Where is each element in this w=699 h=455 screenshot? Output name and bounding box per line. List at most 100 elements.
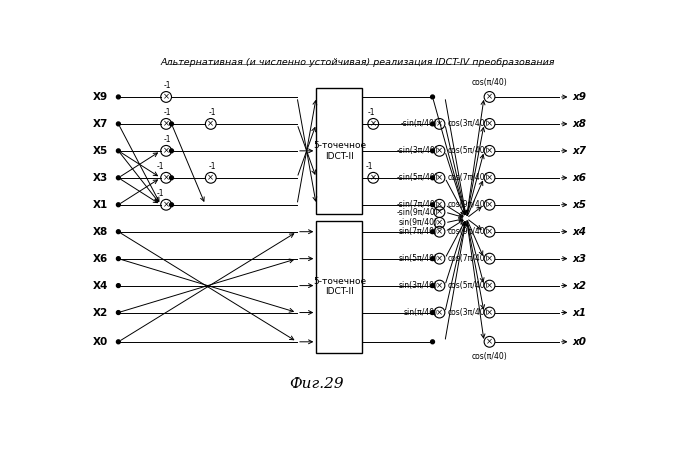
Text: -1: -1 [156, 162, 164, 171]
Text: ×: × [370, 173, 377, 182]
Text: ×: × [436, 147, 443, 155]
Text: x2: x2 [572, 281, 586, 291]
Circle shape [117, 311, 120, 314]
Text: X1: X1 [93, 200, 108, 210]
Text: sin(5π/40): sin(5π/40) [399, 254, 438, 263]
Text: X9: X9 [93, 92, 108, 102]
Circle shape [431, 230, 435, 233]
Circle shape [431, 283, 435, 288]
Circle shape [117, 122, 120, 126]
Text: cos(9π/40): cos(9π/40) [447, 200, 488, 209]
Text: x9: x9 [572, 92, 586, 102]
Text: ×: × [486, 200, 493, 209]
Text: X7: X7 [93, 119, 108, 129]
Text: X2: X2 [93, 308, 108, 318]
Text: cos(π/40): cos(π/40) [472, 352, 507, 361]
Text: -1: -1 [208, 162, 216, 171]
Text: ×: × [486, 92, 493, 101]
Text: ×: × [163, 200, 170, 209]
Text: ×: × [486, 119, 493, 128]
Text: -sin(π/40): -sin(π/40) [401, 119, 438, 128]
Text: cos(5π/40): cos(5π/40) [447, 281, 488, 290]
Circle shape [117, 283, 120, 288]
Text: cos(9π/40): cos(9π/40) [447, 227, 488, 236]
Text: ×: × [208, 119, 215, 128]
Text: x4: x4 [572, 227, 586, 237]
Text: ×: × [486, 173, 493, 182]
Circle shape [117, 257, 120, 261]
Text: ×: × [486, 281, 493, 290]
Text: ×: × [163, 173, 170, 182]
Circle shape [117, 340, 120, 344]
Circle shape [431, 176, 435, 180]
Circle shape [117, 149, 120, 153]
Circle shape [170, 149, 173, 153]
Circle shape [170, 203, 173, 207]
Text: ×: × [436, 254, 443, 263]
Text: -sin(9π/40): -sin(9π/40) [396, 207, 438, 217]
Text: ×: × [436, 227, 443, 236]
Text: ×: × [436, 119, 443, 128]
Text: cos(3π/40): cos(3π/40) [447, 119, 488, 128]
Text: x0: x0 [572, 337, 586, 347]
Text: ×: × [370, 119, 377, 128]
Text: sin(7π/40): sin(7π/40) [399, 227, 438, 236]
Circle shape [431, 311, 435, 314]
Text: X0: X0 [93, 337, 108, 347]
Text: ×: × [436, 308, 443, 317]
Text: ×: × [486, 254, 493, 263]
Text: -sin(7π/40): -sin(7π/40) [396, 200, 438, 209]
Bar [316, 221, 363, 353]
Text: Фиг.29: Фиг.29 [289, 377, 344, 391]
Circle shape [431, 149, 435, 153]
Text: cos(π/40): cos(π/40) [472, 78, 507, 87]
Circle shape [170, 122, 173, 126]
Circle shape [117, 203, 120, 207]
Text: X4: X4 [93, 281, 108, 291]
Text: -1: -1 [164, 108, 171, 117]
Text: X3: X3 [93, 173, 108, 183]
Text: x8: x8 [572, 119, 586, 129]
Text: Альтернативная (и численно устойчивая) реализация IDCT-IV преобразования: Альтернативная (и численно устойчивая) р… [161, 58, 555, 67]
Text: ×: × [486, 147, 493, 155]
Circle shape [431, 257, 435, 261]
Circle shape [170, 176, 173, 180]
Text: ×: × [486, 227, 493, 236]
Circle shape [431, 340, 435, 344]
Text: ×: × [436, 281, 443, 290]
Circle shape [431, 122, 435, 126]
Text: x5: x5 [572, 200, 586, 210]
Text: X6: X6 [93, 253, 108, 263]
Text: ×: × [486, 308, 493, 317]
Text: ×: × [436, 173, 443, 182]
Text: x7: x7 [572, 146, 586, 156]
Text: ×: × [436, 200, 443, 209]
Text: sin(π/40): sin(π/40) [404, 308, 438, 317]
Text: ×: × [163, 119, 170, 128]
Circle shape [431, 203, 435, 207]
Text: X5: X5 [93, 146, 108, 156]
Text: 5-точечное
IDCT-II: 5-точечное IDCT-II [313, 277, 366, 297]
Text: ×: × [436, 207, 443, 217]
Text: 5-точечное
IDCT-II: 5-точечное IDCT-II [313, 141, 366, 161]
Bar [316, 88, 363, 214]
Text: -1: -1 [164, 81, 171, 90]
Circle shape [117, 95, 120, 99]
Text: -1: -1 [368, 108, 375, 117]
Text: cos(3π/40): cos(3π/40) [447, 308, 488, 317]
Text: ×: × [208, 173, 215, 182]
Text: cos(7π/40): cos(7π/40) [447, 254, 488, 263]
Text: x3: x3 [572, 253, 586, 263]
Text: -1: -1 [208, 108, 216, 117]
Circle shape [117, 176, 120, 180]
Circle shape [431, 95, 435, 99]
Circle shape [117, 230, 120, 233]
Text: ×: × [486, 337, 493, 346]
Text: ×: × [436, 218, 443, 228]
Text: X8: X8 [93, 227, 108, 237]
Text: sin(9π/40): sin(9π/40) [399, 218, 438, 228]
Text: -sin(3π/40): -sin(3π/40) [396, 147, 438, 155]
Text: -sin(5π/40): -sin(5π/40) [396, 173, 438, 182]
Text: ×: × [163, 92, 170, 101]
Text: cos(7π/40): cos(7π/40) [447, 173, 488, 182]
